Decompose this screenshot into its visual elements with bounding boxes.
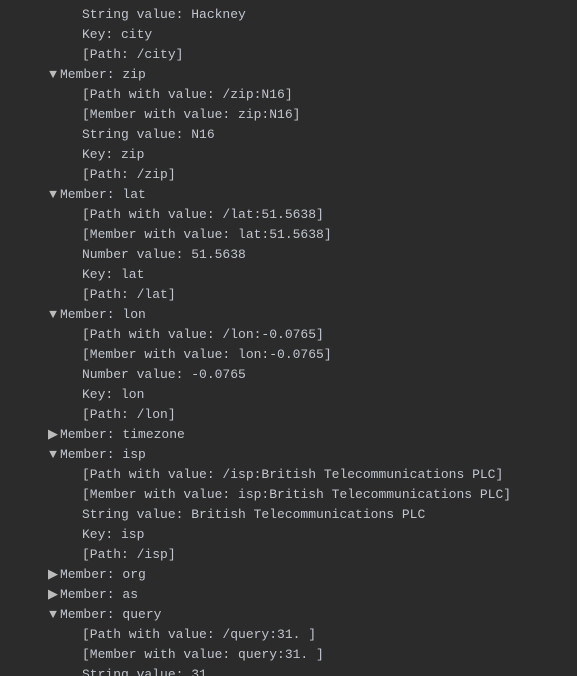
- tree-row-label: String value: N16: [82, 127, 215, 142]
- tree-row: ▶[Path: /city]: [0, 44, 577, 64]
- tree-row: ▶[Path with value: /query:31. ]: [0, 624, 577, 644]
- tree-row-label: [Path with value: /zip:N16]: [82, 87, 293, 102]
- tree-row: ▶[Member with value: query:31. ]: [0, 644, 577, 664]
- expand-toggle-icon[interactable]: ▼: [46, 307, 60, 322]
- tree-row: ▶Number value: -0.0765: [0, 364, 577, 384]
- tree-row: ▶Key: lat: [0, 264, 577, 284]
- tree-row: ▶[Path with value: /lat:51.5638]: [0, 204, 577, 224]
- tree-row-label: Member: lon: [60, 307, 146, 322]
- collapse-toggle-icon[interactable]: ▶: [46, 567, 60, 582]
- tree-row-label: Key: isp: [82, 527, 144, 542]
- tree-row[interactable]: ▼Member: lat: [0, 184, 577, 204]
- expand-toggle-icon[interactable]: ▼: [46, 67, 60, 82]
- tree-row-label: Member: as: [60, 587, 138, 602]
- tree-row[interactable]: ▶Member: timezone: [0, 424, 577, 444]
- tree-row-label: [Path with value: /lon:-0.0765]: [82, 327, 324, 342]
- tree-row[interactable]: ▶Member: as: [0, 584, 577, 604]
- tree-row-label: Member: lat: [60, 187, 146, 202]
- tree-row-label: Member: zip: [60, 67, 146, 82]
- tree-row-label: Number value: 51.5638: [82, 247, 246, 262]
- tree-row[interactable]: ▼Member: query: [0, 604, 577, 624]
- tree-row-label: [Member with value: lat:51.5638]: [82, 227, 332, 242]
- tree-row: ▶[Path: /lon]: [0, 404, 577, 424]
- tree-row-label: [Path with value: /query:31. ]: [82, 627, 316, 642]
- tree-row[interactable]: ▼Member: zip: [0, 64, 577, 84]
- tree-row: ▶Key: zip: [0, 144, 577, 164]
- tree-row-label: [Path: /lat]: [82, 287, 176, 302]
- tree-row-label: [Path: /lon]: [82, 407, 176, 422]
- tree-row: ▶[Member with value: isp:British Telecom…: [0, 484, 577, 504]
- tree-row: ▶[Path with value: /isp:British Telecomm…: [0, 464, 577, 484]
- tree-row: ▶Key: city: [0, 24, 577, 44]
- tree-row[interactable]: ▼Member: lon: [0, 304, 577, 324]
- tree-row: ▶[Path with value: /lon:-0.0765]: [0, 324, 577, 344]
- tree-row-label: Key: lat: [82, 267, 144, 282]
- tree-row: ▶[Member with value: lat:51.5638]: [0, 224, 577, 244]
- tree-row-label: Member: org: [60, 567, 146, 582]
- collapse-toggle-icon[interactable]: ▶: [46, 587, 60, 602]
- tree-row-label: [Path with value: /lat:51.5638]: [82, 207, 324, 222]
- tree-row: ▶[Path: /zip]: [0, 164, 577, 184]
- tree-row: ▶String value: N16: [0, 124, 577, 144]
- tree-row-label: Member: query: [60, 607, 161, 622]
- tree-row-label: String value: British Telecommunications…: [82, 507, 425, 522]
- tree-row-label: Key: lon: [82, 387, 144, 402]
- collapse-toggle-icon[interactable]: ▶: [46, 427, 60, 442]
- tree-row-label: [Member with value: isp:British Telecomm…: [82, 487, 511, 502]
- tree-row: ▶[Member with value: zip:N16]: [0, 104, 577, 124]
- tree-row: ▶String value: British Telecommunication…: [0, 504, 577, 524]
- tree-row-label: Key: city: [82, 27, 152, 42]
- expand-toggle-icon[interactable]: ▼: [46, 447, 60, 462]
- tree-row-label: String value: Hackney: [82, 7, 246, 22]
- tree-row: ▶String value: 31.: [0, 664, 577, 676]
- tree-row-label: [Path: /isp]: [82, 547, 176, 562]
- tree-row-label: [Member with value: zip:N16]: [82, 107, 300, 122]
- json-tree: ▶String value: Hackney▶Key: city▶[Path: …: [0, 0, 577, 676]
- tree-row-label: [Member with value: lon:-0.0765]: [82, 347, 332, 362]
- tree-row: ▶[Path with value: /zip:N16]: [0, 84, 577, 104]
- tree-row-label: String value: 31.: [82, 667, 215, 676]
- tree-row: ▶Key: lon: [0, 384, 577, 404]
- tree-row: ▶[Path: /isp]: [0, 544, 577, 564]
- tree-row: ▶Number value: 51.5638: [0, 244, 577, 264]
- tree-row[interactable]: ▼Member: isp: [0, 444, 577, 464]
- tree-row: ▶Key: isp: [0, 524, 577, 544]
- tree-row[interactable]: ▶Member: org: [0, 564, 577, 584]
- tree-row: ▶[Member with value: lon:-0.0765]: [0, 344, 577, 364]
- tree-row-label: [Path with value: /isp:British Telecommu…: [82, 467, 503, 482]
- tree-row-label: Key: zip: [82, 147, 144, 162]
- tree-row-label: Member: isp: [60, 447, 146, 462]
- tree-row-label: Member: timezone: [60, 427, 185, 442]
- expand-toggle-icon[interactable]: ▼: [46, 607, 60, 622]
- tree-row-label: [Path: /city]: [82, 47, 183, 62]
- expand-toggle-icon[interactable]: ▼: [46, 187, 60, 202]
- tree-row-label: Number value: -0.0765: [82, 367, 246, 382]
- tree-row-label: [Path: /zip]: [82, 167, 176, 182]
- tree-row: ▶String value: Hackney: [0, 4, 577, 24]
- tree-row-label: [Member with value: query:31. ]: [82, 647, 324, 662]
- tree-row: ▶[Path: /lat]: [0, 284, 577, 304]
